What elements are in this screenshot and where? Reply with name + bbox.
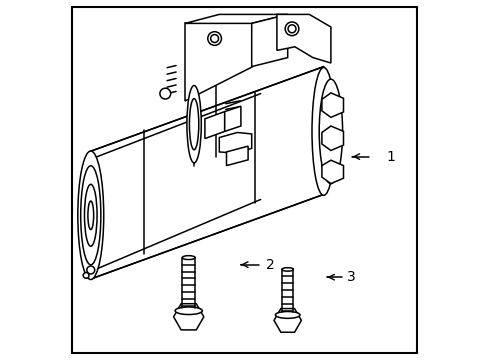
Polygon shape — [321, 93, 343, 117]
Polygon shape — [204, 112, 224, 139]
Ellipse shape — [83, 273, 89, 278]
Polygon shape — [219, 132, 251, 153]
Ellipse shape — [319, 79, 342, 184]
Ellipse shape — [189, 99, 199, 150]
Polygon shape — [185, 23, 251, 101]
Polygon shape — [321, 126, 343, 150]
Ellipse shape — [175, 307, 202, 315]
Ellipse shape — [287, 25, 295, 33]
Polygon shape — [276, 14, 330, 63]
Ellipse shape — [78, 151, 103, 279]
Ellipse shape — [186, 85, 201, 163]
Polygon shape — [251, 14, 287, 67]
Text: 2: 2 — [265, 258, 274, 271]
Polygon shape — [224, 106, 241, 131]
Ellipse shape — [311, 68, 335, 195]
Text: 3: 3 — [346, 270, 355, 284]
Ellipse shape — [182, 256, 195, 260]
Ellipse shape — [282, 268, 293, 271]
Ellipse shape — [81, 166, 101, 265]
Polygon shape — [321, 160, 343, 184]
Ellipse shape — [207, 32, 221, 45]
Ellipse shape — [210, 35, 218, 42]
Ellipse shape — [285, 22, 298, 36]
Polygon shape — [91, 67, 323, 279]
Polygon shape — [185, 14, 287, 23]
Polygon shape — [226, 146, 247, 166]
Ellipse shape — [160, 88, 170, 99]
Ellipse shape — [87, 266, 95, 274]
Ellipse shape — [88, 201, 94, 230]
Text: 1: 1 — [386, 150, 395, 163]
Ellipse shape — [275, 311, 300, 318]
Ellipse shape — [84, 184, 97, 246]
